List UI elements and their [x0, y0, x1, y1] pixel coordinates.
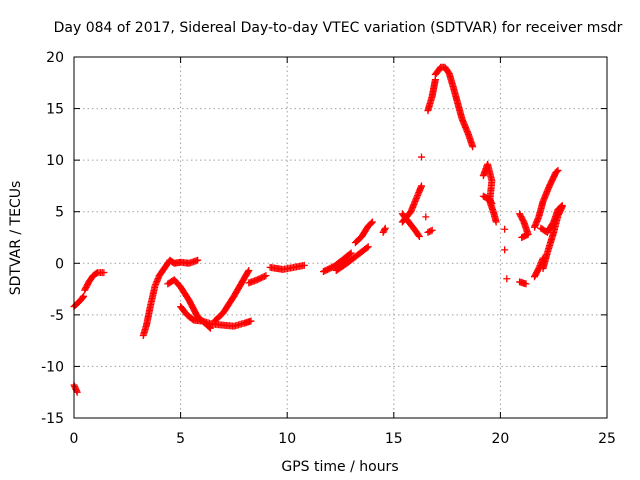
data-point	[73, 388, 81, 396]
y-tick-label: -5	[50, 308, 64, 324]
data-point	[501, 225, 509, 233]
data-point	[422, 213, 430, 221]
y-tick-labels: -15 -10 -5 0 5 10 15 20	[41, 50, 64, 427]
data-point	[522, 280, 530, 288]
y-tick-label: -15	[41, 411, 64, 427]
x-tick-label: 0	[70, 431, 79, 447]
x-axis-label: GPS time / hours	[281, 459, 398, 475]
data-point	[427, 227, 435, 235]
data-point	[418, 153, 426, 161]
data-point	[244, 268, 252, 276]
data-point	[381, 224, 389, 232]
data-point	[381, 226, 389, 234]
y-axis-label: SDTVAR / TECUs	[8, 181, 24, 296]
data-point	[553, 167, 561, 175]
y-tick-label: -10	[41, 359, 64, 375]
y-tick-label: 15	[46, 102, 64, 118]
data-point	[367, 219, 375, 227]
data-point	[300, 261, 308, 269]
data-point	[80, 292, 88, 300]
data-point	[487, 198, 495, 206]
data-point	[488, 199, 496, 207]
data-point	[79, 293, 87, 301]
data-point	[415, 231, 423, 239]
data-point	[260, 272, 268, 280]
axis-ticks	[73, 56, 608, 419]
y-tick-label: 20	[46, 50, 64, 66]
data-point	[194, 256, 202, 264]
data-point	[418, 182, 426, 190]
data-point	[492, 218, 500, 226]
data-point	[415, 232, 423, 240]
data-points	[70, 63, 566, 396]
x-tick-label: 25	[598, 431, 616, 447]
data-point	[558, 203, 566, 211]
data-point	[368, 218, 376, 226]
x-tick-label: 15	[385, 431, 403, 447]
data-point	[363, 244, 371, 252]
x-tick-label: 20	[491, 431, 509, 447]
chart-title: Day 084 of 2017, Sidereal Day-to-day VTE…	[54, 20, 623, 36]
y-tick-label: 10	[46, 153, 64, 169]
data-point	[501, 246, 509, 254]
data-point	[346, 250, 354, 258]
data-point	[347, 249, 355, 257]
plot-frame	[73, 56, 608, 419]
data-point	[364, 243, 372, 251]
data-point	[247, 317, 255, 325]
data-point	[554, 166, 562, 174]
data-point	[518, 234, 526, 241]
data-point	[428, 226, 436, 234]
data-point	[262, 272, 270, 280]
y-tick-label: 0	[55, 256, 64, 272]
x-tick-label: 10	[278, 431, 296, 447]
y-tick-label: 5	[55, 205, 64, 221]
data-point	[503, 275, 511, 283]
x-tick-labels: 0 5 10 15 20 25	[70, 431, 616, 447]
data-point	[469, 143, 477, 151]
x-tick-label: 5	[176, 431, 185, 447]
data-point	[245, 267, 253, 275]
data-point	[100, 269, 108, 277]
